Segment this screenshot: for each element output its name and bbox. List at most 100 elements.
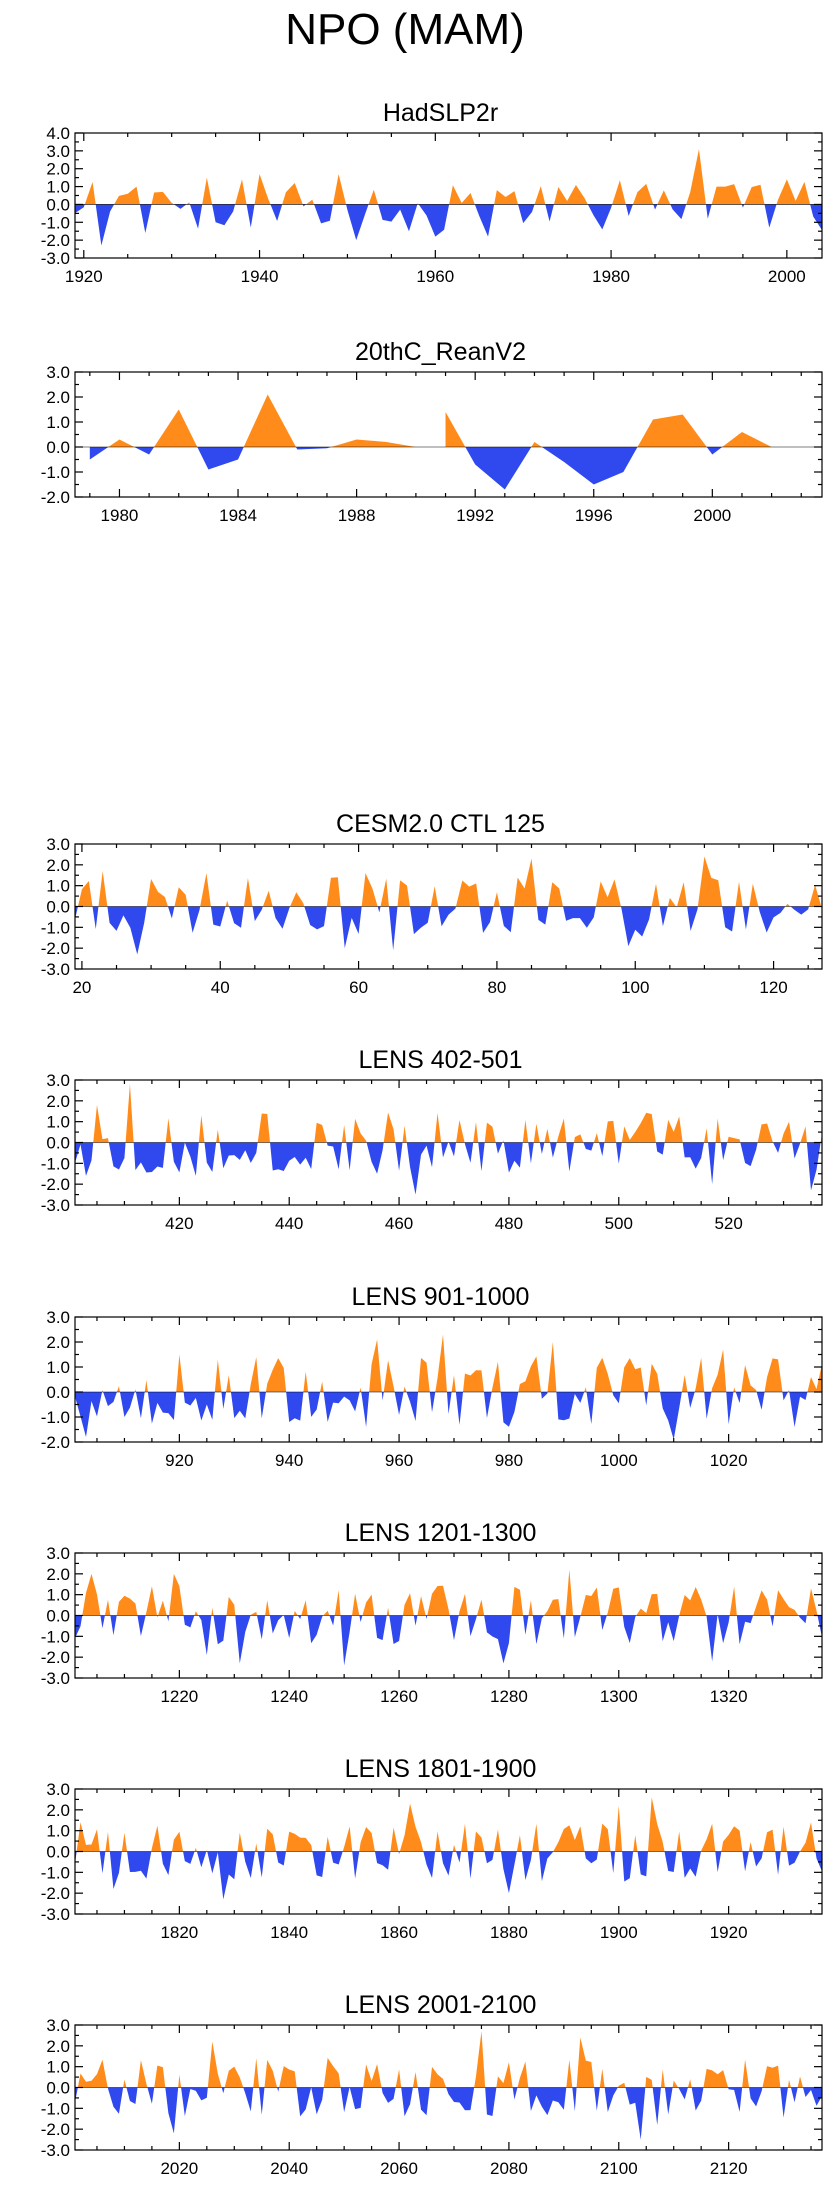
area-negative [134, 447, 155, 455]
area-negative [183, 1615, 195, 1628]
area-negative [790, 2087, 798, 2103]
area-positive [320, 1381, 324, 1392]
area-positive [169, 1573, 184, 1616]
area-negative [127, 1851, 152, 1879]
panel-4: LENS 402-501 3.0 2.0 1.0 0.0-1.0 -2.0 -3.0 420 4… [41, 1046, 823, 1233]
area-negative [539, 1142, 545, 1154]
area-positive [764, 1358, 783, 1392]
y-tick-label: 2.0 [46, 2037, 70, 2056]
area-negative [810, 204, 822, 231]
area-positive [633, 1835, 638, 1852]
area-negative [107, 2087, 124, 2114]
y-tick-label: -2.0 [41, 1648, 70, 1667]
y-tick-label: 0.0 [46, 438, 70, 457]
area-negative [749, 2087, 763, 2107]
area-negative [441, 1142, 449, 1158]
area-negative [340, 1615, 352, 1666]
panel-3: CESM2.0 CTL 125 3.0 2.0 1.0 0.0-1.0 -2.0 -3.02… [41, 810, 823, 997]
area-positive [403, 1386, 407, 1392]
area-negative [75, 204, 85, 214]
x-tick-label: 1996 [575, 506, 613, 525]
area-positive [729, 1586, 737, 1616]
y-tick-label: 2.0 [46, 1565, 70, 1584]
area-negative [499, 906, 514, 933]
x-tick-label: 2000 [768, 267, 806, 286]
area-negative [503, 1142, 523, 1173]
area-positive [518, 1356, 542, 1392]
area-positive [361, 873, 378, 907]
y-tick-label: -1.0 [41, 1408, 70, 1427]
area-negative [740, 1142, 758, 1167]
area-positive [314, 1122, 327, 1143]
area-negative [389, 1615, 403, 1645]
area-negative [349, 2087, 364, 2110]
area-negative [147, 2087, 155, 2104]
area-positive [174, 887, 188, 907]
area-negative [528, 2087, 567, 2116]
area-negative [622, 1851, 634, 1882]
y-tick-label: 0.0 [46, 898, 70, 917]
area-positive [493, 1829, 501, 1852]
y-tick-label: 3.0 [46, 142, 70, 161]
area-negative [770, 1615, 775, 1627]
y-tick-label: 3.0 [46, 363, 70, 382]
area-positive [727, 1136, 741, 1143]
area-negative [467, 1615, 477, 1637]
panel-7: LENS 1801-1900 3.0 2.0 1.0 0.0-1.0 -2.0 -3.0 18… [41, 1755, 823, 1942]
area-positive [198, 1115, 205, 1143]
area-positive [687, 2079, 692, 2088]
area-negative [230, 1392, 250, 1419]
area-positive [606, 1587, 623, 1616]
area-negative [691, 2087, 704, 2111]
area-positive [748, 1841, 753, 1852]
area-negative [587, 204, 613, 230]
y-tick-label: 2.0 [46, 160, 70, 179]
area-positive [473, 1122, 479, 1143]
area-negative [455, 1392, 463, 1425]
panel-8: LENS 2001-2100 3.0 2.0 1.0 0.0-1.0 -2.0 -3.0 20… [41, 1991, 823, 2178]
area-negative [167, 906, 175, 919]
panel-title: CESM2.0 CTL 125 [336, 810, 545, 838]
area-positive [721, 1826, 743, 1852]
area-positive [556, 1118, 567, 1143]
area-negative [566, 1142, 574, 1172]
x-tick-label: 1240 [270, 1687, 308, 1706]
area-negative [550, 1142, 557, 1158]
x-tick-label: 20 [72, 978, 91, 997]
area-negative [304, 906, 327, 930]
area-positive [418, 1357, 430, 1392]
area-positive [620, 1358, 645, 1392]
area-negative [556, 1392, 585, 1421]
area-negative [417, 2087, 430, 2116]
area-negative [286, 1392, 304, 1423]
area-positive [435, 1831, 441, 1852]
area-negative [440, 1851, 453, 1876]
area-negative [75, 1615, 83, 1639]
area-negative [474, 204, 495, 237]
area-positive [402, 1593, 414, 1616]
y-tick-label: -2.0 [41, 939, 70, 958]
area-positive [412, 2071, 418, 2088]
area-negative [798, 1615, 807, 1624]
area-positive [797, 2076, 803, 2088]
area-positive [250, 1611, 257, 1616]
area-positive [206, 1849, 208, 1852]
area-negative [109, 1851, 122, 1889]
area-negative [119, 1392, 135, 1417]
x-tick-label: 1988 [338, 506, 376, 525]
area-negative [448, 1142, 457, 1157]
area-negative [95, 204, 115, 246]
area-positive [282, 183, 303, 205]
area-positive [547, 1342, 557, 1392]
area-positive [741, 1365, 757, 1392]
area-positive [386, 1607, 390, 1616]
x-tick-label: 1820 [160, 1923, 198, 1942]
area-positive [362, 1594, 375, 1616]
area-positive [151, 191, 174, 205]
area-negative [377, 906, 381, 913]
area-negative [479, 906, 494, 933]
area-positive [323, 2057, 341, 2088]
area-positive [735, 881, 743, 907]
area-negative [429, 1392, 436, 1413]
